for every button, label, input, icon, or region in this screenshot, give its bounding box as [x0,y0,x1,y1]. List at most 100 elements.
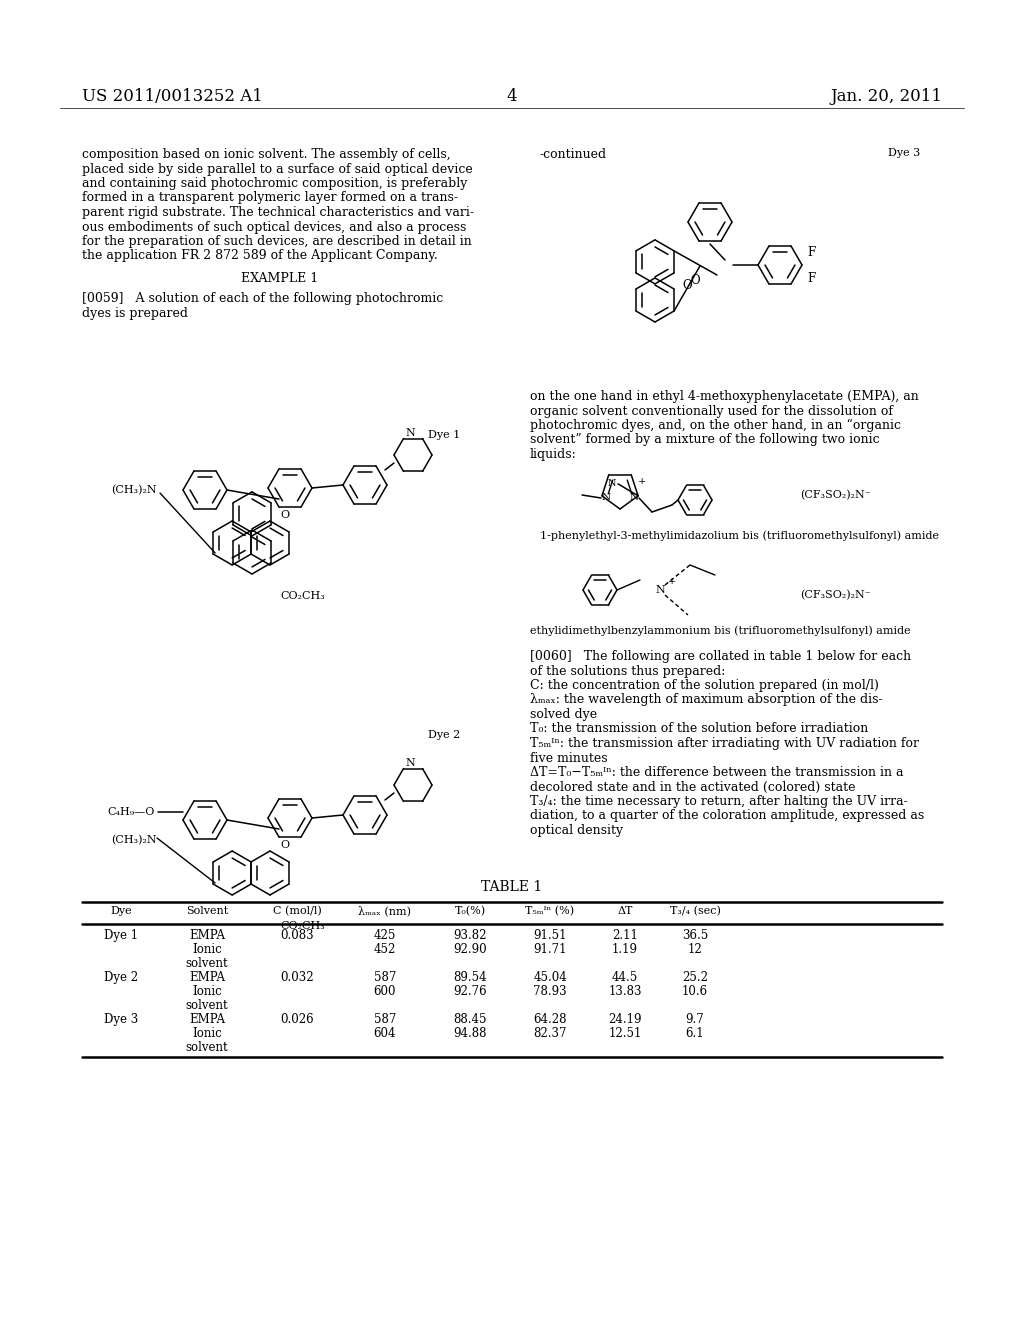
Text: solvent: solvent [185,999,228,1012]
Text: T₃/₄ (sec): T₃/₄ (sec) [670,906,721,916]
Text: diation, to a quarter of the coloration amplitude, expressed as: diation, to a quarter of the coloration … [530,809,925,822]
Text: 45.04: 45.04 [534,972,567,983]
Text: Dye: Dye [111,906,132,916]
Text: organic solvent conventionally used for the dissolution of: organic solvent conventionally used for … [530,404,893,417]
Text: 12.51: 12.51 [608,1027,642,1040]
Text: T₅ₘᴵⁿ: the transmission after irradiating with UV radiation for: T₅ₘᴵⁿ: the transmission after irradiatin… [530,737,919,750]
Text: +: + [668,578,676,586]
Text: 1.19: 1.19 [612,942,638,956]
Text: O: O [281,510,290,520]
Text: 452: 452 [374,942,396,956]
Text: Dye 1: Dye 1 [428,430,460,440]
Text: 91.71: 91.71 [534,942,566,956]
Text: T₅ₘᴵⁿ (%): T₅ₘᴵⁿ (%) [525,906,574,916]
Text: Solvent: Solvent [186,906,228,916]
Text: C (mol/l): C (mol/l) [272,906,322,916]
Text: Dye 2: Dye 2 [428,730,460,741]
Text: 425: 425 [374,929,396,942]
Text: λₘₐₓ: the wavelength of maximum absorption of the dis-: λₘₐₓ: the wavelength of maximum absorpti… [530,693,883,706]
Text: composition based on ionic solvent. The assembly of cells,: composition based on ionic solvent. The … [82,148,451,161]
Text: ethylidimethylbenzylammonium bis (trifluoromethylsulfonyl) amide: ethylidimethylbenzylammonium bis (triflu… [530,624,910,635]
Text: photochromic dyes, and, on the other hand, in an “organic: photochromic dyes, and, on the other han… [530,418,901,432]
Text: CO₂CH₃: CO₂CH₃ [280,921,325,931]
Text: O: O [682,280,692,293]
Text: placed side by side parallel to a surface of said optical device: placed side by side parallel to a surfac… [82,162,473,176]
Text: for the preparation of such devices, are described in detail in: for the preparation of such devices, are… [82,235,472,248]
Text: Ionic: Ionic [193,1027,222,1040]
Text: US 2011/0013252 A1: US 2011/0013252 A1 [82,88,263,106]
Text: 92.76: 92.76 [454,985,486,998]
Text: Dye 3: Dye 3 [888,148,920,158]
Text: 94.88: 94.88 [454,1027,486,1040]
Text: Dye 3: Dye 3 [103,1012,138,1026]
Text: 12: 12 [688,942,702,956]
Text: 6.1: 6.1 [686,1027,705,1040]
Text: 92.90: 92.90 [454,942,486,956]
Text: +: + [638,478,646,487]
Text: C₄H₉—O: C₄H₉—O [108,807,155,817]
Text: of the solutions thus prepared:: of the solutions thus prepared: [530,664,725,677]
Text: the application FR 2 872 589 of the Applicant Company.: the application FR 2 872 589 of the Appl… [82,249,437,263]
Text: TABLE 1: TABLE 1 [481,880,543,894]
Text: O: O [281,840,290,850]
Text: F: F [807,247,815,260]
Text: 13.83: 13.83 [608,985,642,998]
Text: C: the concentration of the solution prepared (in mol/l): C: the concentration of the solution pre… [530,678,879,692]
Text: dyes is prepared: dyes is prepared [82,306,188,319]
Text: 88.45: 88.45 [454,1012,486,1026]
Text: (CF₃SO₂)₂N⁻: (CF₃SO₂)₂N⁻ [800,490,870,500]
Text: (CF₃SO₂)₂N⁻: (CF₃SO₂)₂N⁻ [800,590,870,601]
Text: 89.54: 89.54 [454,972,486,983]
Text: 4: 4 [507,88,517,106]
Text: O: O [690,273,699,286]
Text: 604: 604 [374,1027,396,1040]
Text: 36.5: 36.5 [682,929,709,942]
Text: 587: 587 [374,1012,396,1026]
Text: ous embodiments of such optical devices, and also a process: ous embodiments of such optical devices,… [82,220,466,234]
Text: EXAMPLE 1: EXAMPLE 1 [242,272,318,285]
Text: 91.51: 91.51 [534,929,566,942]
Text: 587: 587 [374,972,396,983]
Text: EMPA: EMPA [189,929,225,942]
Text: N: N [406,428,415,438]
Text: 0.026: 0.026 [281,1012,313,1026]
Text: solvent: solvent [185,957,228,970]
Text: N: N [655,585,665,595]
Text: F: F [807,272,815,285]
Text: N: N [406,758,415,768]
Text: solved dye: solved dye [530,708,597,721]
Text: liquids:: liquids: [530,447,577,461]
Text: Ionic: Ionic [193,985,222,998]
Text: N: N [607,479,616,488]
Text: 24.19: 24.19 [608,1012,642,1026]
Text: ΔT=T₀−T₅ₘᴵⁿ: the difference between the transmission in a: ΔT=T₀−T₅ₘᴵⁿ: the difference between the … [530,766,903,779]
Text: 0.083: 0.083 [281,929,313,942]
Text: 0.032: 0.032 [281,972,313,983]
Text: solvent: solvent [185,1041,228,1053]
Text: N: N [601,494,610,503]
Text: N: N [630,494,639,503]
Text: Dye 2: Dye 2 [104,972,138,983]
Text: Jan. 20, 2011: Jan. 20, 2011 [830,88,942,106]
Text: 82.37: 82.37 [534,1027,566,1040]
Text: solvent” formed by a mixture of the following two ionic: solvent” formed by a mixture of the foll… [530,433,880,446]
Text: [0059]   A solution of each of the following photochromic: [0059] A solution of each of the followi… [82,292,443,305]
Text: 78.93: 78.93 [534,985,567,998]
Text: 2.11: 2.11 [612,929,638,942]
Text: 600: 600 [374,985,396,998]
Text: Dye 1: Dye 1 [104,929,138,942]
Text: Ionic: Ionic [193,942,222,956]
Text: (CH₃)₂N: (CH₃)₂N [112,484,157,495]
Text: T₀(%): T₀(%) [455,906,485,916]
Text: five minutes: five minutes [530,751,607,764]
Text: (CH₃)₂N: (CH₃)₂N [112,834,157,845]
Text: 93.82: 93.82 [454,929,486,942]
Text: optical density: optical density [530,824,624,837]
Text: decolored state and in the activated (colored) state: decolored state and in the activated (co… [530,780,855,793]
Text: T₀: the transmission of the solution before irradiation: T₀: the transmission of the solution bef… [530,722,868,735]
Text: and containing said photochromic composition, is preferably: and containing said photochromic composi… [82,177,467,190]
Text: 1-phenylethyl-3-methylimidazolium bis (trifluoromethylsulfonyl) amide: 1-phenylethyl-3-methylimidazolium bis (t… [540,531,939,541]
Text: 44.5: 44.5 [612,972,638,983]
Text: formed in a transparent polymeric layer formed on a trans-: formed in a transparent polymeric layer … [82,191,458,205]
Text: EMPA: EMPA [189,972,225,983]
